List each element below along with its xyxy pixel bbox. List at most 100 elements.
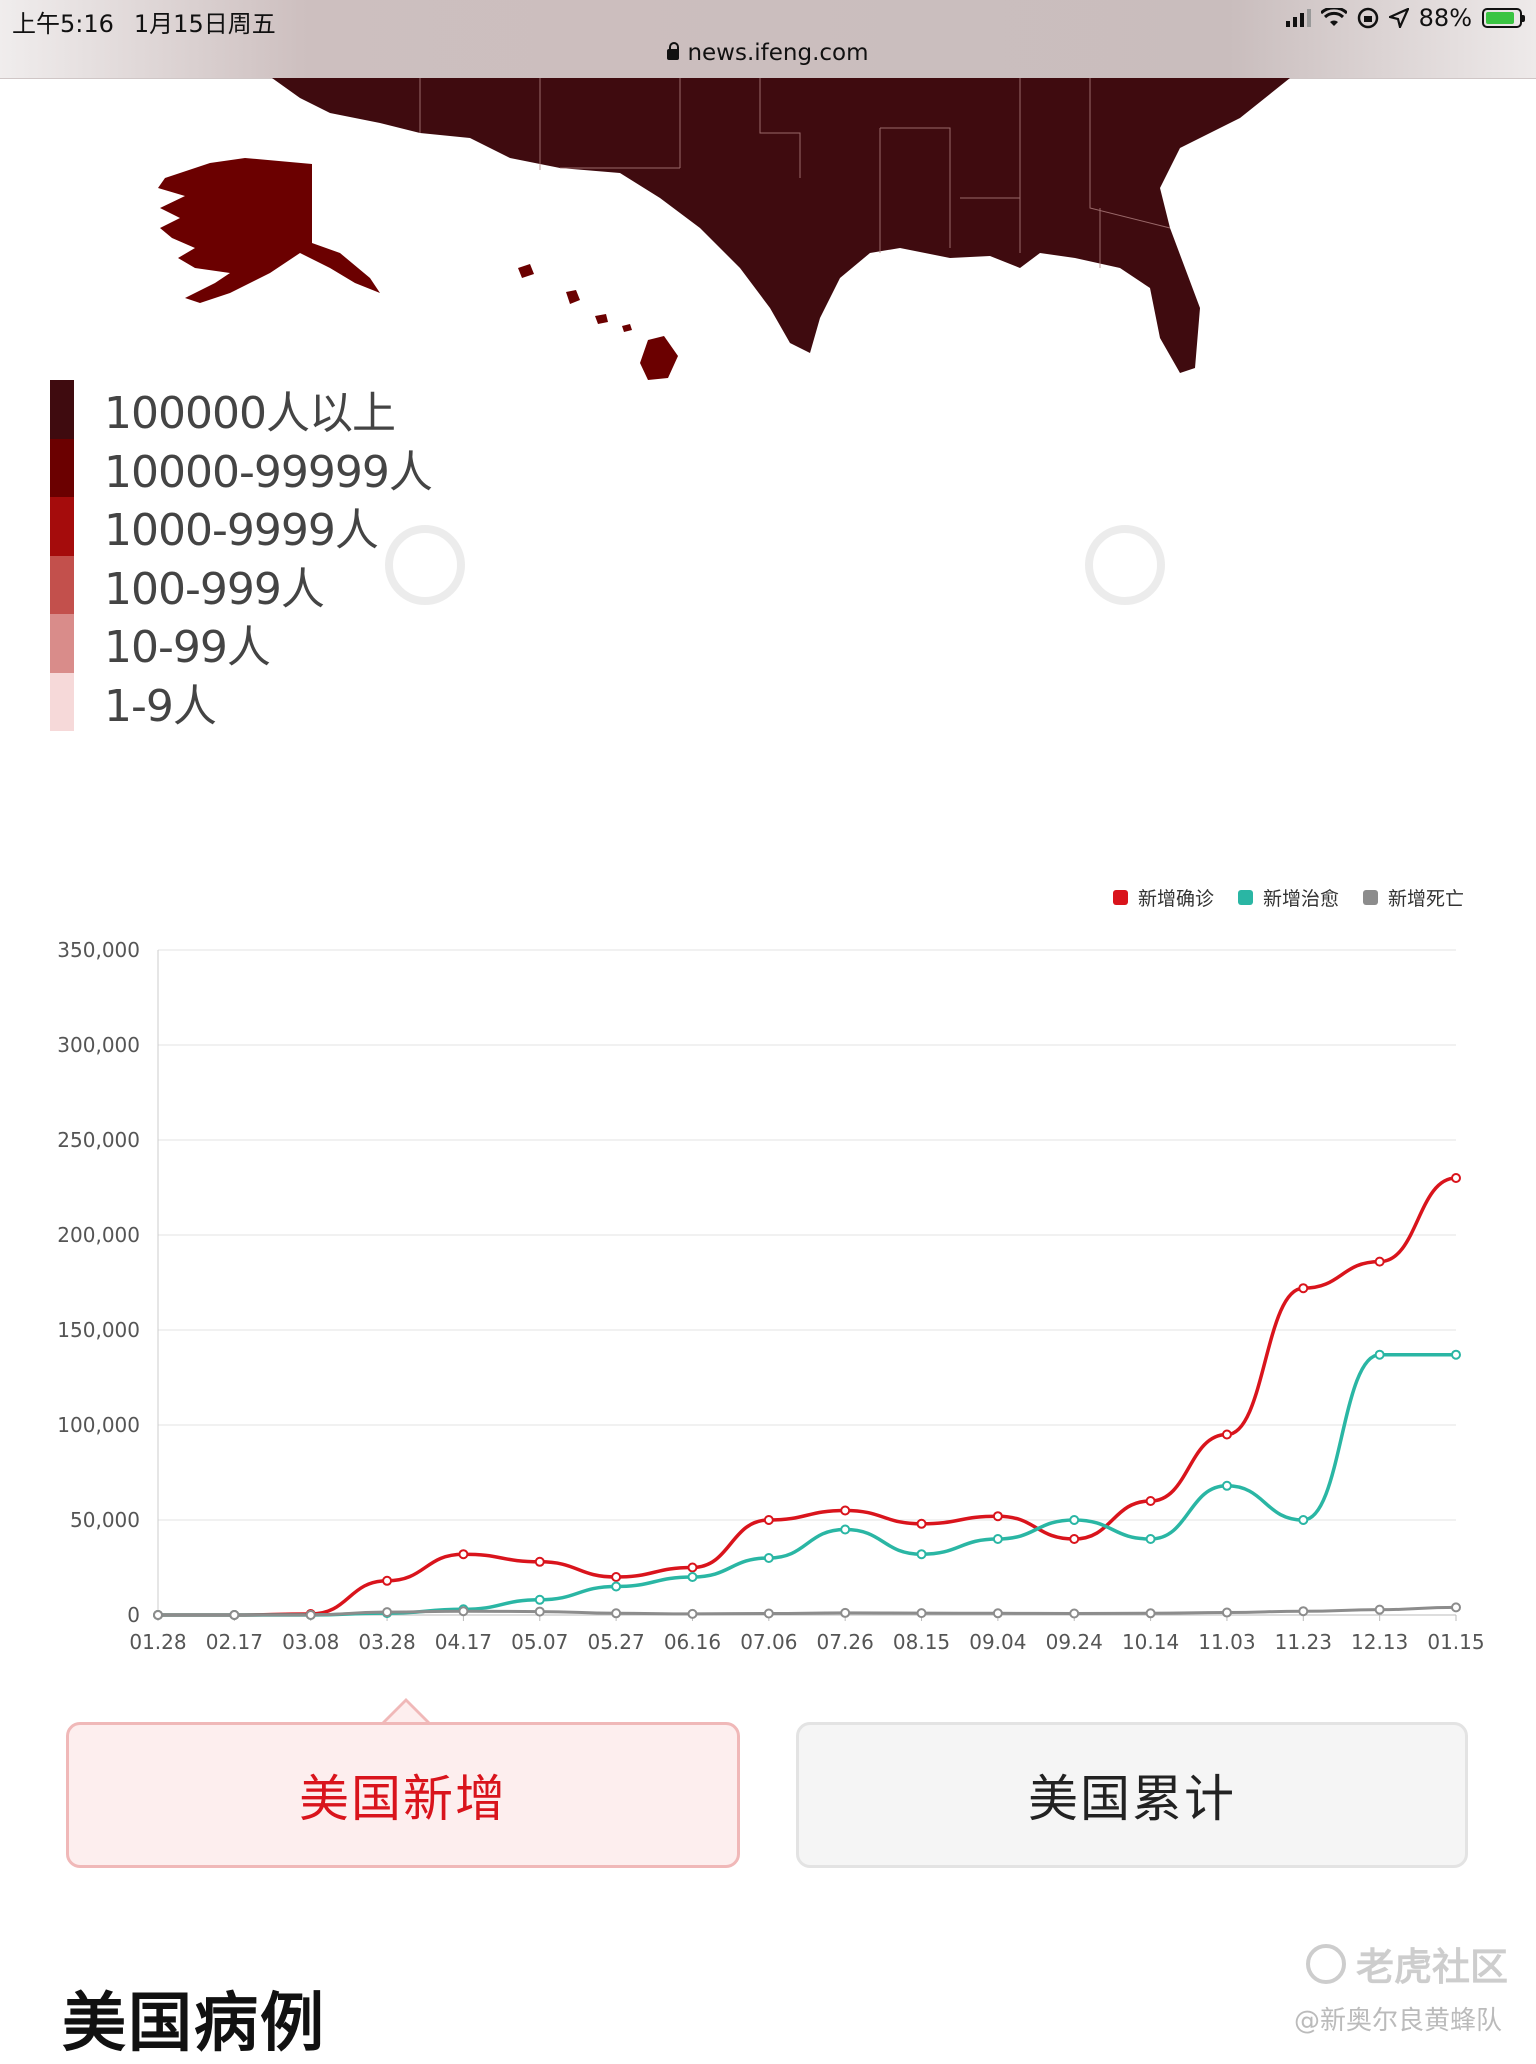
y-tick-label: 150,000 — [57, 1318, 140, 1342]
x-tick-label: 07.26 — [817, 1630, 874, 1654]
data-point-deaths — [611, 1608, 622, 1619]
chart-legend: 新增确诊 新增治愈 新增死亡 — [1112, 884, 1464, 911]
legend-item: 1000-9999人 — [50, 497, 432, 556]
x-tick-label: 09.24 — [1046, 1630, 1103, 1654]
tiger-logo-icon — [1305, 1943, 1346, 1984]
tab-us-new[interactable]: 美国新增 — [66, 1722, 740, 1868]
data-point-deaths — [1145, 1608, 1156, 1619]
data-point-confirmed — [916, 1518, 927, 1529]
tab-label: 美国新增 — [299, 1770, 507, 1828]
legend-entry-label: 新增确诊 — [1137, 888, 1214, 910]
data-point-confirmed — [1069, 1534, 1080, 1544]
legend-label: 100000人以上 — [104, 388, 396, 440]
data-point-confirmed — [1298, 1283, 1309, 1294]
y-tick-label: 50,000 — [70, 1508, 140, 1532]
legend-dot — [1112, 890, 1128, 905]
x-tick-label: 02.17 — [206, 1630, 263, 1654]
legend-label: 10-99人 — [104, 622, 271, 674]
ifeng-watermark-logo — [385, 525, 465, 605]
brand-watermark: 老虎社区 — [1305, 1936, 1508, 1991]
legend-entry-recovered[interactable]: 新增治愈 — [1237, 884, 1339, 911]
legend-item: 10-99人 — [50, 614, 432, 673]
data-point-confirmed — [534, 1556, 545, 1567]
map-hawaii-2 — [566, 290, 580, 304]
map-mainland-south — [272, 78, 1290, 373]
x-tick-label: 11.03 — [1198, 1630, 1255, 1654]
data-point-confirmed — [1451, 1173, 1461, 1183]
legend-entry-deaths[interactable]: 新增死亡 — [1362, 884, 1464, 911]
data-point-deaths — [1374, 1604, 1385, 1615]
y-tick-label: 100,000 — [57, 1413, 140, 1437]
series-line-recovered — [158, 1352, 1456, 1617]
legend-label: 1-9人 — [104, 680, 217, 732]
data-point-recovered — [1221, 1480, 1232, 1491]
data-point-recovered — [687, 1572, 698, 1582]
series-line-confirmed — [157, 1176, 1457, 1617]
tab-us-total[interactable]: 美国累计 — [796, 1722, 1468, 1868]
data-point-confirmed — [840, 1505, 851, 1516]
data-point-recovered — [763, 1553, 774, 1563]
battery-percent: 88% — [1418, 4, 1472, 32]
legend-label: 100-999人 — [104, 563, 325, 615]
x-tick-label: 05.07 — [511, 1630, 568, 1654]
url-text: news.ifeng.com — [687, 40, 869, 66]
x-tick-label: 09.04 — [969, 1630, 1026, 1654]
legend-item: 100000人以上 — [50, 380, 432, 439]
data-point-deaths — [458, 1606, 469, 1617]
data-point-confirmed — [1145, 1496, 1156, 1506]
tab-label: 美国累计 — [1028, 1770, 1236, 1828]
data-point-recovered — [1298, 1515, 1309, 1525]
data-point-deaths — [305, 1609, 316, 1620]
legend-entry-label: 新增死亡 — [1387, 888, 1464, 910]
status-date: 1月15日周五 — [133, 10, 276, 38]
y-tick-label: 300,000 — [57, 1033, 140, 1057]
data-point-deaths — [534, 1606, 545, 1617]
x-tick-label: 10.14 — [1122, 1630, 1179, 1654]
data-point-deaths — [916, 1608, 927, 1619]
data-point-deaths — [229, 1610, 240, 1620]
tab-active-indicator — [380, 1698, 432, 1725]
us-map — [158, 78, 1290, 380]
legend-dot — [1237, 890, 1253, 905]
data-point-deaths — [992, 1608, 1003, 1619]
status-time-date: 上午5:16 1月15日周五 — [12, 4, 296, 39]
data-point-deaths — [840, 1607, 851, 1618]
series-line-deaths — [158, 1605, 1457, 1617]
x-tick-label: 04.17 — [435, 1630, 492, 1654]
x-tick-label: 01.15 — [1427, 1630, 1484, 1654]
wifi-icon — [1320, 8, 1347, 26]
x-tick-label: 07.06 — [740, 1630, 797, 1654]
map-legend: 100000人以上 10000-99999人 1000-9999人 100-99… — [50, 380, 433, 732]
x-tick-label: 12.13 — [1351, 1630, 1408, 1654]
battery-icon — [1482, 8, 1525, 28]
data-point-recovered — [1451, 1349, 1461, 1360]
data-point-recovered — [1145, 1534, 1156, 1544]
map-alaska — [158, 158, 380, 303]
data-point-deaths — [687, 1608, 698, 1619]
data-point-deaths — [153, 1610, 163, 1620]
y-tick-label: 250,000 — [57, 1128, 140, 1152]
status-bar: 上午5:16 1月15日周五 news.ifeng.com 88% — [0, 0, 1536, 79]
data-point-recovered — [840, 1524, 851, 1535]
x-tick-label: 08.15 — [893, 1630, 950, 1654]
data-point-confirmed — [687, 1562, 698, 1573]
data-point-deaths — [1069, 1608, 1080, 1619]
location-icon — [1388, 8, 1409, 28]
x-tick-label: 11.23 — [1275, 1630, 1332, 1654]
legend-item: 1-9人 — [50, 672, 432, 732]
address-bar[interactable]: news.ifeng.com — [0, 40, 1536, 66]
data-point-confirmed — [611, 1572, 622, 1582]
data-point-recovered — [534, 1594, 545, 1605]
legend-entry-label: 新增治愈 — [1262, 888, 1339, 910]
data-point-confirmed — [458, 1549, 469, 1560]
data-point-recovered — [992, 1534, 1003, 1544]
legend-label: 1000-9999人 — [104, 505, 379, 557]
data-point-confirmed — [1374, 1256, 1385, 1267]
legend-swatch — [50, 672, 74, 731]
data-point-deaths — [1298, 1606, 1309, 1617]
legend-entry-confirmed[interactable]: 新增确诊 — [1112, 884, 1214, 911]
y-tick-label: 0 — [127, 1603, 140, 1627]
data-point-deaths — [1451, 1602, 1461, 1613]
map-hawaii-4 — [622, 324, 632, 332]
x-tick-label: 03.28 — [358, 1630, 415, 1654]
